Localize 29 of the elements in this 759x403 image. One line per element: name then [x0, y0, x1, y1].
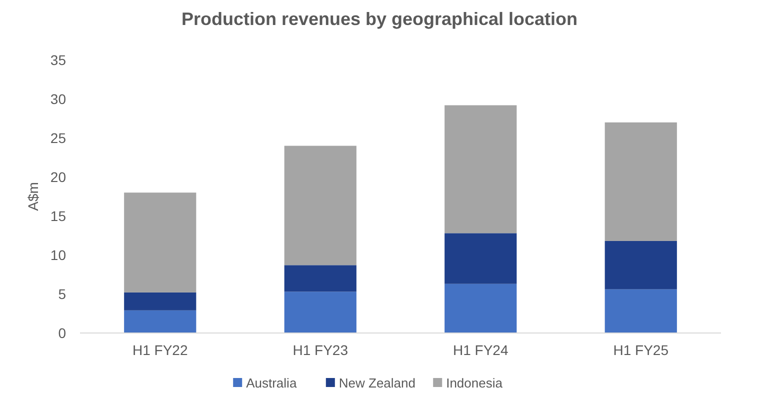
bar [284, 265, 356, 292]
chart-title: Production revenues by geographical location [181, 9, 578, 29]
x-tick-label: H1 FY25 [613, 342, 669, 358]
bar [604, 240, 677, 290]
y-tick-label: 20 [50, 168, 66, 185]
bar [444, 233, 517, 284]
legend-label: Indonesia [446, 376, 504, 391]
x-tick-label: H1 FY22 [132, 342, 188, 358]
bar [284, 146, 356, 266]
bar [604, 289, 677, 333]
y-tick-label: 10 [50, 246, 66, 263]
bar [444, 284, 517, 333]
bar [604, 122, 677, 241]
y-tick-label: 35 [50, 52, 66, 68]
y-tick-label: 5 [58, 286, 66, 302]
bar [284, 292, 356, 333]
legend-label: Australia [246, 376, 298, 391]
legend-label: New Zealand [338, 376, 416, 391]
bar [124, 192, 196, 292]
x-tick-label: H1 FY24 [453, 342, 508, 358]
bar [444, 105, 517, 234]
y-tick-label: 30 [50, 90, 66, 107]
y-axis-title: A$m [25, 182, 41, 211]
bar [124, 292, 196, 310]
x-tick-label: H1 FY23 [292, 342, 348, 358]
bar [124, 310, 196, 333]
y-tick-label: 0 [58, 324, 66, 341]
y-tick-label: 25 [50, 130, 66, 146]
y-tick-label: 15 [50, 208, 66, 224]
